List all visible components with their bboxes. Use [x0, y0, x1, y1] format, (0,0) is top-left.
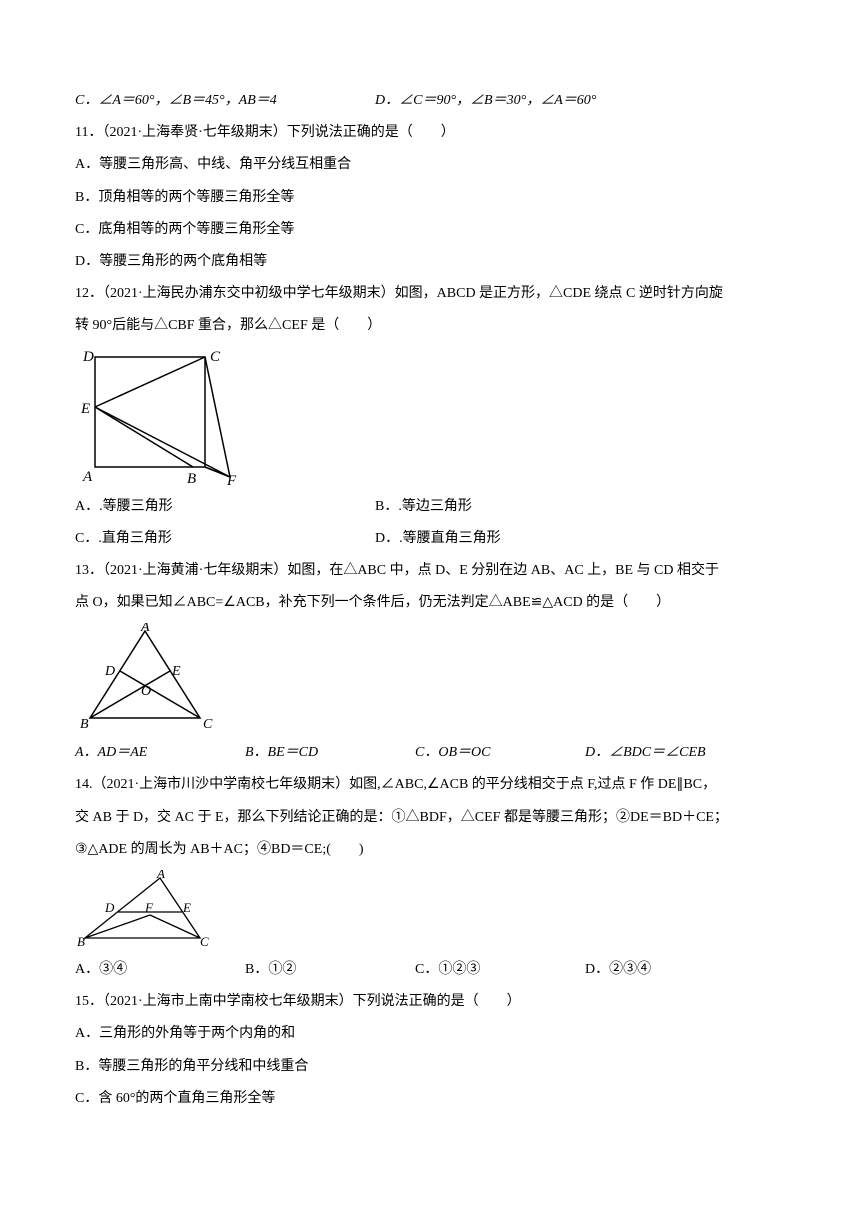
q15-opt-a: A．三角形的外角等于两个内角的和	[75, 1018, 785, 1050]
svg-text:D: D	[104, 664, 115, 679]
q13-stem1: 13．（2021·上海黄浦·七年级期末）如图，在△ABC 中，点 D、E 分别在…	[75, 555, 785, 587]
q13-opt-c: C．OB＝OC	[415, 737, 585, 769]
q12-opt-d: D．.等腰直角三角形	[375, 523, 675, 555]
q12-opt-c: C．.直角三角形	[75, 523, 375, 555]
prev-opt-d: D．∠C＝90°，∠B＝30°，∠A＝60°	[375, 85, 596, 117]
svg-text:B: B	[187, 471, 196, 487]
svg-text:A: A	[156, 870, 165, 881]
q11-opt-b: B．顶角相等的两个等腰三角形全等	[75, 182, 785, 214]
svg-text:D: D	[82, 349, 94, 365]
q12-opt-b: B．.等边三角形	[375, 491, 675, 523]
svg-text:C: C	[210, 349, 221, 365]
svg-text:F: F	[144, 900, 154, 915]
prev-options-row: C．∠A＝60°，∠B＝45°，AB＝4 D．∠C＝90°，∠B＝30°，∠A＝…	[75, 85, 785, 117]
svg-text:E: E	[182, 900, 191, 915]
q14-stem2: 交 AB 于 D，交 AC 于 E，那么下列结论正确的是：①△BDF，△CEF …	[75, 802, 785, 834]
q15-opt-c: C．含 60°的两个直角三角形全等	[75, 1083, 785, 1115]
svg-text:C: C	[203, 717, 213, 732]
prev-opt-c: C．∠A＝60°，∠B＝45°，AB＝4	[75, 85, 375, 117]
svg-text:B: B	[80, 717, 89, 732]
q14-stem1: 14.（2021·上海市川沙中学南校七年级期末）如图,∠ABC,∠ACB 的平分…	[75, 769, 785, 801]
q11-stem: 11．（2021·上海奉贤·七年级期末）下列说法正确的是（ ）	[75, 117, 785, 149]
q13-opt-d: D．∠BDC＝∠CEB	[585, 737, 706, 769]
q15-opt-b: B．等腰三角形的角平分线和中线重合	[75, 1051, 785, 1083]
svg-text:D: D	[104, 900, 115, 915]
svg-text:E: E	[80, 401, 90, 417]
q14-options: A．③④ B．①② C．①②③ D．②③④	[75, 954, 785, 986]
q13-opt-b: B．BE＝CD	[245, 737, 415, 769]
svg-text:A: A	[82, 469, 93, 485]
q13-opt-a: A．AD＝AE	[75, 737, 245, 769]
svg-text:B: B	[77, 934, 85, 949]
q11-opt-c: C．底角相等的两个等腰三角形全等	[75, 214, 785, 246]
q12-stem1: 12．（2021·上海民办浦东交中初级中学七年级期末）如图，ABCD 是正方形，…	[75, 278, 785, 310]
q14-stem3: ③△ADE 的周长为 AB＋AC；④BD＝CE;( )	[75, 834, 785, 866]
q11-opt-d: D．等腰三角形的两个底角相等	[75, 246, 785, 278]
q13-options: A．AD＝AE B．BE＝CD C．OB＝OC D．∠BDC＝∠CEB	[75, 737, 785, 769]
svg-text:A: A	[140, 623, 150, 635]
q14-opt-d: D．②③④	[585, 954, 651, 986]
q11-opt-a: A．等腰三角形高、中线、角平分线互相重合	[75, 149, 785, 181]
q14-opt-a: A．③④	[75, 954, 245, 986]
q12-row2: C．.直角三角形 D．.等腰直角三角形	[75, 523, 785, 555]
q13-figure: A D E O B C	[75, 623, 225, 733]
svg-text:O: O	[141, 684, 151, 699]
q14-opt-b: B．①②	[245, 954, 415, 986]
svg-text:F: F	[226, 473, 237, 487]
q12-row1: A．.等腰三角形 B．.等边三角形	[75, 491, 785, 523]
q13-stem2: 点 O，如果已知∠ABC=∠ACB，补充下列一个条件后，仍无法判定△ABE≌△A…	[75, 587, 785, 619]
q12-figure: D C E A B F	[75, 347, 255, 487]
q12-stem2: 转 90°后能与△CBF 重合，那么△CEF 是（ ）	[75, 310, 785, 342]
q14-opt-c: C．①②③	[415, 954, 585, 986]
q14-figure: A D E F B C	[75, 870, 225, 950]
q15-stem: 15．（2021·上海市上南中学南校七年级期末）下列说法正确的是（ ）	[75, 986, 785, 1018]
q12-opt-a: A．.等腰三角形	[75, 491, 375, 523]
svg-text:C: C	[200, 934, 209, 949]
svg-text:E: E	[171, 664, 181, 679]
